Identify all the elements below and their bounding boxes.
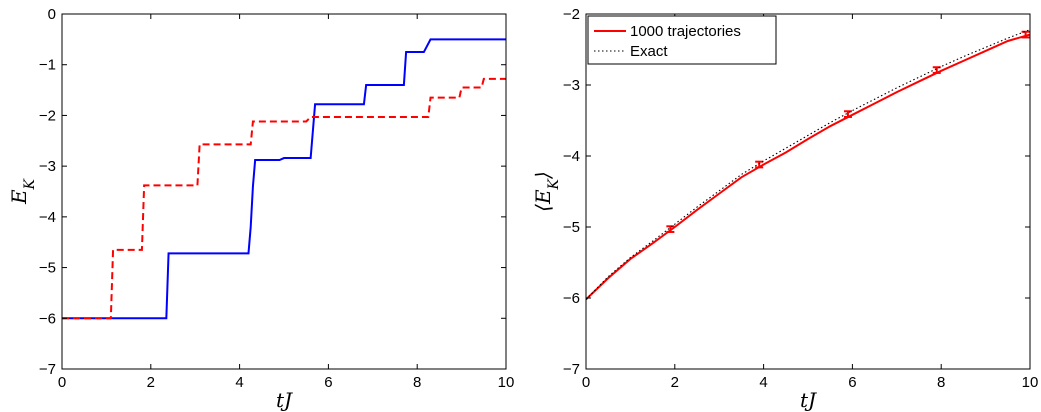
y-tick-label: −7	[563, 361, 580, 378]
legend-label: Exact	[630, 43, 668, 60]
error-bar	[843, 110, 852, 118]
x-tick-label: 10	[1022, 374, 1039, 391]
y-tick-label: −5	[39, 260, 56, 277]
error-bar	[666, 225, 675, 233]
x-tick-label: 4	[235, 374, 243, 391]
y-tick-label: −3	[563, 77, 580, 94]
error-bar	[755, 160, 764, 169]
series-line-1-2	[62, 77, 506, 320]
plot-area	[62, 38, 506, 320]
plot-area	[586, 29, 1030, 301]
legend-label: 1000 trajectories	[630, 23, 741, 40]
x-tick-label: 10	[498, 374, 515, 391]
x-tick-label: 0	[582, 374, 590, 391]
y-tick-label: −3	[39, 158, 56, 175]
y-tick-label: −7	[39, 361, 56, 378]
y-axis-label: ⟨EK⟩	[531, 171, 562, 212]
x-tick-label: 0	[58, 374, 66, 391]
y-axis-label: EK	[7, 177, 38, 205]
y-tick-label: 0	[48, 6, 56, 23]
y-tick-label: −6	[39, 310, 56, 327]
chart-2: 0 2 4 6 8 10 −2 −3 −4 −5 −6 −7 1000 trajectories Exac…	[563, 6, 1038, 391]
series-line-1000-trajectories	[586, 33, 1030, 301]
x-tick-label: 6	[324, 374, 332, 391]
chart-1: 0 2 4 6 8 10 0 −1 −2 −3 −4 −5 −6 −7	[39, 6, 514, 391]
x-tick-label: 8	[413, 374, 421, 391]
series-line-exact	[586, 29, 1030, 300]
legend-box	[587, 15, 777, 65]
error-bar	[1021, 30, 1030, 39]
x-tick-label: 6	[848, 374, 856, 391]
y-tick-label: −5	[563, 219, 580, 236]
x-tick-label: 2	[147, 374, 155, 391]
series-line-1-1	[62, 38, 506, 320]
axes-frame	[61, 13, 507, 370]
y-tick-label: −2	[563, 6, 580, 23]
x-axis-label: tJ	[800, 388, 817, 412]
x-tick-label: 8	[937, 374, 945, 391]
x-tick-label: 2	[671, 374, 679, 391]
x-axis-label: tJ	[276, 388, 293, 412]
legend: 1000 trajectories Exact	[587, 15, 777, 65]
y-tick-label: −2	[39, 107, 56, 124]
y-tick-label: −1	[39, 57, 56, 74]
y-tick-label: −4	[563, 148, 580, 165]
y-tick-label: −4	[39, 209, 56, 226]
axes-frame	[585, 13, 1031, 370]
y-tick-label: −6	[563, 290, 580, 307]
error-bar	[932, 66, 941, 74]
x-tick-label: 4	[759, 374, 767, 391]
